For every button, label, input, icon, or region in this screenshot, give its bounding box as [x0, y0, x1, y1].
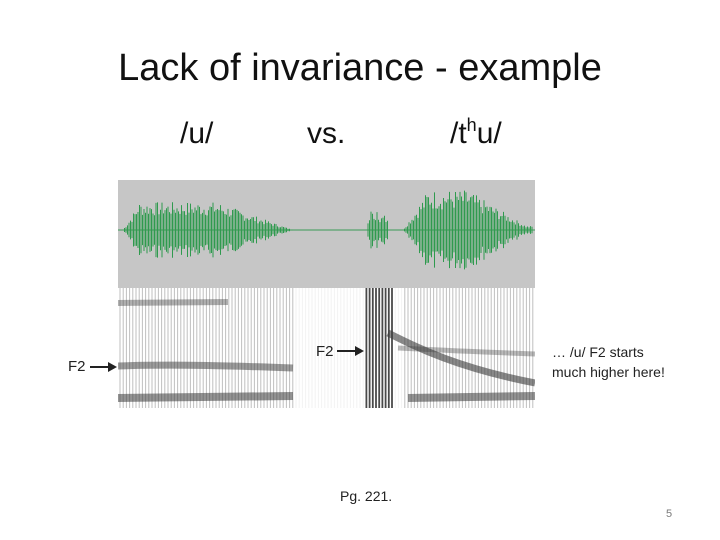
spectrogram-formants	[117, 299, 536, 402]
spectrogram-panel	[117, 288, 536, 408]
annotation-line-1: … /u/ F2 starts	[552, 344, 644, 360]
annotation-note: … /u/ F2 starts much higher here!	[552, 342, 702, 382]
waveform-u	[124, 202, 293, 258]
f2-label-left: F2	[68, 358, 86, 375]
slide-title: Lack of invariance - example	[118, 47, 602, 89]
waveform-panel	[118, 180, 535, 288]
arrow-right-icon	[337, 346, 364, 356]
right-transcription-prefix: /t	[450, 117, 467, 150]
arrow-right-icon	[90, 362, 117, 372]
slide-number: 5	[666, 508, 673, 520]
aspiration-superscript: h	[466, 115, 477, 135]
waveform-graphic	[118, 190, 535, 270]
page-reference: Pg. 221.	[340, 488, 393, 504]
waveform-thu	[404, 190, 533, 270]
versus-label: vs.	[307, 117, 346, 150]
spectrogram-graphic	[117, 288, 536, 408]
f2-label-middle: F2	[316, 343, 334, 360]
right-transcription: /thu/	[450, 114, 502, 154]
left-transcription: /u/	[180, 117, 214, 150]
right-transcription-suffix: u/	[476, 117, 502, 150]
annotation-line-2: much higher here!	[552, 364, 665, 380]
speech-figure	[117, 180, 536, 408]
waveform-burst	[367, 211, 388, 249]
